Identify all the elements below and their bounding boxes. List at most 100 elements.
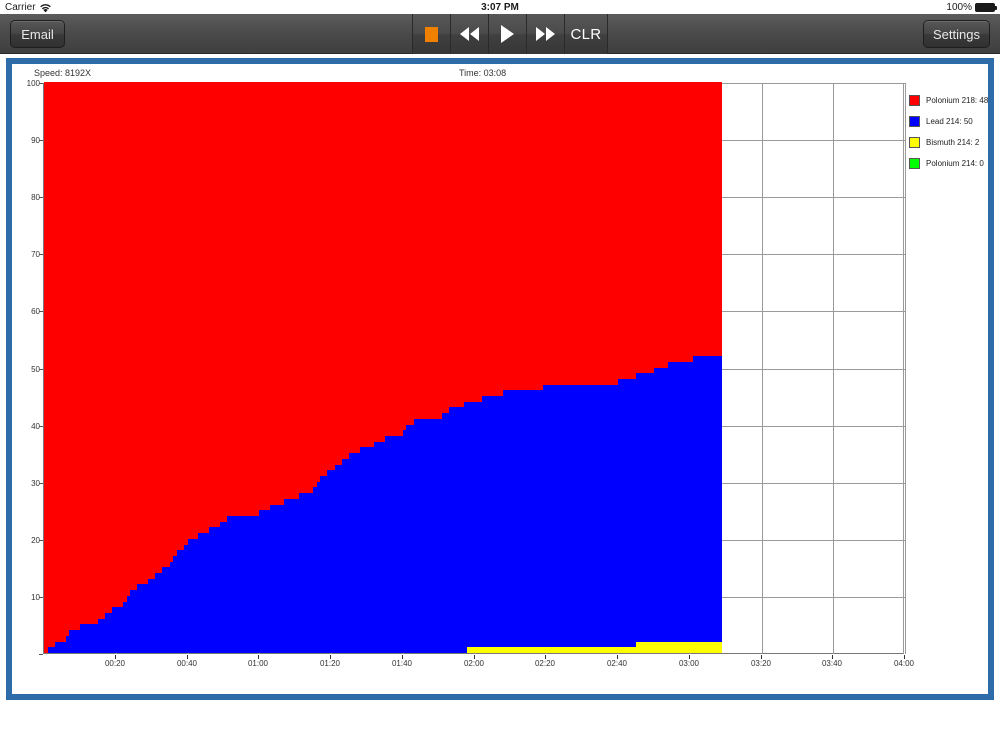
stacked-bar [549,82,554,653]
bar-segment-polonium-218 [54,82,59,642]
x-axis-tick-label: 00:20 [104,659,126,668]
stacked-bar [338,82,343,653]
x-axis-tick [832,655,833,659]
bar-segment-lead-214 [287,498,292,653]
play-button[interactable] [489,14,527,54]
bar-segment-lead-214 [130,590,135,653]
bar-segment-lead-214 [234,515,239,653]
stacked-bar [449,82,454,653]
stacked-bar [234,82,239,653]
bar-segment-lead-214 [610,384,615,648]
bar-segment-bismuth-214 [564,647,569,653]
bar-segment-polonium-218 [187,82,192,539]
stacked-bar [287,82,292,653]
bar-segment-bismuth-214 [578,647,583,653]
stacked-bar [567,82,572,653]
fast-forward-button[interactable] [527,14,565,54]
bar-segment-lead-214 [212,527,217,653]
bar-segment-lead-214 [675,361,680,642]
bar-segment-bismuth-214 [711,641,716,653]
stacked-bar [635,82,640,653]
x-axis-tick [545,655,546,659]
rewind-button[interactable] [451,14,489,54]
stacked-bar [216,82,221,653]
clear-button[interactable]: CLR [565,14,607,54]
email-button[interactable]: Email [10,20,65,48]
bar-segment-bismuth-214 [675,641,680,653]
stacked-bar [219,82,224,653]
bar-segment-polonium-218 [356,82,361,454]
bar-segment-polonium-218 [621,82,626,379]
bar-segment-lead-214 [309,493,314,653]
bar-segment-polonium-218 [696,82,701,357]
bar-segment-lead-214 [126,595,131,653]
stop-button[interactable] [413,14,451,54]
bar-segment-polonium-218 [478,82,483,402]
bar-segment-bismuth-214 [485,647,490,653]
plot-area [43,82,906,654]
stacked-bar [625,82,630,653]
bar-segment-polonium-218 [277,82,282,505]
bar-segment-polonium-218 [384,82,389,437]
bar-segment-lead-214 [194,538,199,653]
stacked-bar [119,82,124,653]
settings-button[interactable]: Settings [923,20,990,48]
stacked-bar [237,82,242,653]
stacked-bar [165,82,170,653]
bar-segment-lead-214 [531,390,536,648]
legend-item: Bismuth 214: 2 [909,132,997,153]
bar-segment-lead-214 [338,464,343,653]
stacked-bar [226,82,231,653]
bar-segment-polonium-218 [155,82,160,574]
stacked-bar [718,82,723,653]
bar-segment-polonium-218 [452,82,457,408]
bar-segment-lead-214 [327,470,332,653]
stacked-bar [481,82,486,653]
bar-segment-bismuth-214 [467,647,472,653]
stacked-bar [560,82,565,653]
bar-segment-lead-214 [488,396,493,648]
bar-segment-lead-214 [76,630,81,653]
stacked-bar [460,82,465,653]
bar-segment-polonium-218 [331,82,335,471]
stacked-bar [470,82,475,653]
bar-segment-polonium-218 [513,82,518,391]
stacked-bar [589,82,594,653]
stacked-bar [596,82,601,653]
bar-segment-lead-214 [431,418,436,653]
stacked-bar [618,82,622,653]
stacked-bar [241,82,246,653]
bar-segment-lead-214 [686,361,691,642]
bar-segment-lead-214 [664,367,669,642]
bar-segment-polonium-218 [162,82,167,568]
bar-segment-lead-214 [241,515,246,653]
double-left-arrow-icon [460,27,479,41]
stacked-bar [359,82,364,653]
stacked-bar [603,82,608,653]
bar-segment-bismuth-214 [700,641,705,653]
stacked-bar [456,82,461,653]
stacked-bar [356,82,361,653]
bar-segment-polonium-218 [499,82,504,397]
bar-segment-bismuth-214 [524,647,529,653]
bar-segment-bismuth-214 [510,647,515,653]
chart-header: Speed: 8192X Time: 03:08 [12,68,988,82]
stacked-bar [524,82,529,653]
bar-segment-polonium-218 [460,82,465,408]
bar-segment-polonium-218 [176,82,181,551]
bar-segment-polonium-218 [87,82,92,625]
stacked-bar [427,82,432,653]
bar-segment-polonium-218 [58,82,63,642]
bar-segment-lead-214 [625,378,630,648]
stacked-bar [513,82,518,653]
y-axis-tick-label: 40 [31,422,40,431]
stacked-bar [395,82,400,653]
bar-segment-polonium-218 [122,82,127,602]
stacked-bar [539,82,544,653]
stacked-bar [90,82,95,653]
bar-segment-lead-214 [230,515,235,653]
bar-segment-polonium-218 [409,82,414,425]
legend-color-swatch [909,95,920,106]
stacked-bar [499,82,504,653]
bar-segment-lead-214 [399,436,404,653]
